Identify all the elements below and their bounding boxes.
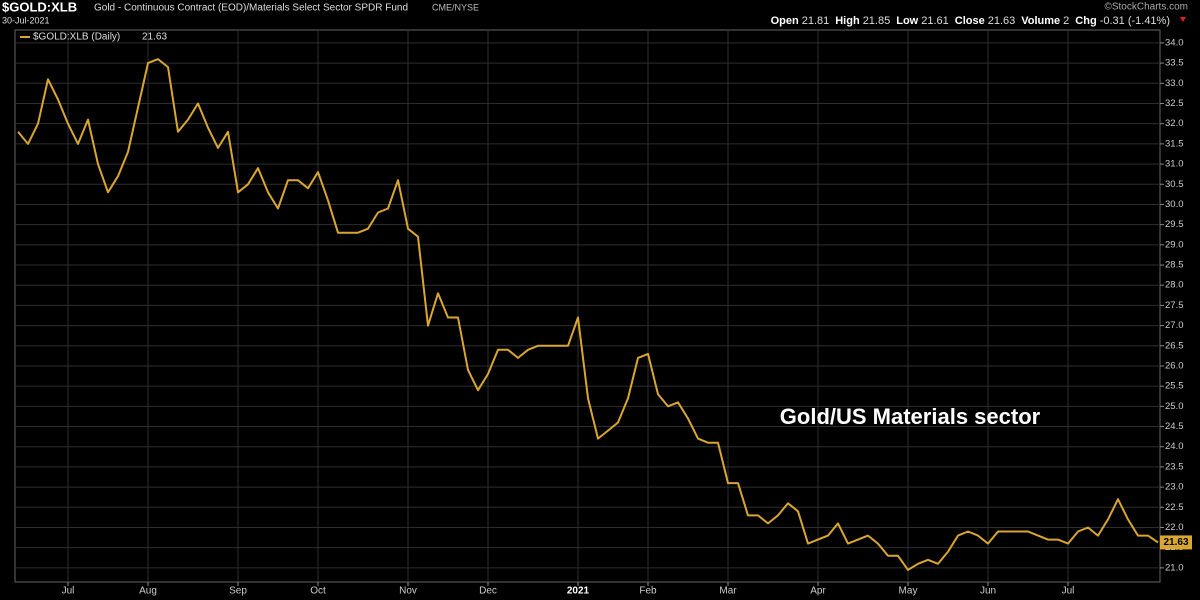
y-tick-label: 26.5	[1165, 340, 1184, 351]
y-tick-label: 28.5	[1165, 260, 1184, 271]
legend-value: 21.63	[142, 32, 167, 43]
quote-label: High	[835, 15, 860, 27]
y-tick-label: 33.5	[1165, 58, 1184, 69]
x-tick-label: Feb	[639, 586, 657, 597]
credit: ©StockCharts.com	[1104, 2, 1188, 13]
y-tick-label: 32.0	[1165, 118, 1184, 129]
x-tick-label: Dec	[479, 586, 497, 597]
y-tick-label: 28.0	[1165, 280, 1184, 291]
exchange: CME/NYSE	[432, 2, 479, 12]
y-tick-label: 26.0	[1165, 360, 1184, 371]
y-tick-label: 31.0	[1165, 159, 1184, 170]
y-tick-label: 24.0	[1165, 441, 1184, 452]
x-tick-label: Nov	[399, 586, 417, 597]
annotation: Gold/US Materials sector	[780, 404, 1041, 429]
legend-label: $GOLD:XLB (Daily)	[33, 32, 120, 43]
x-tick-label: Aug	[139, 586, 157, 597]
x-tick-label: Mar	[719, 586, 737, 597]
y-tick-label: 21.0	[1165, 562, 1184, 573]
description: Gold - Continuous Contract (EOD)/Materia…	[94, 3, 408, 14]
quote-label: Close	[955, 15, 985, 27]
y-tick-label: 31.5	[1165, 138, 1184, 149]
y-tick-label: 30.5	[1165, 179, 1184, 190]
x-tick-label: Jul	[1062, 586, 1075, 597]
y-tick-label: 30.0	[1165, 199, 1184, 210]
y-tick-label: 34.0	[1165, 37, 1184, 48]
y-tick-label: 33.0	[1165, 78, 1184, 89]
y-tick-label: 29.5	[1165, 219, 1184, 230]
x-tick-label: Apr	[810, 586, 826, 597]
date: 30-Jul-2021	[2, 15, 50, 25]
y-tick-label: 27.0	[1165, 320, 1184, 331]
x-tick-label: Oct	[310, 586, 326, 597]
y-tick-label: 29.0	[1165, 239, 1184, 250]
x-tick-label: May	[899, 586, 918, 597]
x-tick-label: 2021	[567, 586, 590, 597]
y-tick-label: 22.0	[1165, 522, 1184, 533]
y-tick-label: 23.5	[1165, 461, 1184, 472]
down-arrow	[1180, 17, 1186, 22]
quote-label: Volume	[1021, 15, 1060, 27]
quote-value: 21.85	[863, 15, 891, 27]
quote-label: Low	[896, 15, 918, 27]
y-tick-label: 22.5	[1165, 502, 1184, 513]
plot-frame	[14, 29, 1161, 583]
y-tick-label: 25.5	[1165, 381, 1184, 392]
quote-label: Chg	[1075, 15, 1096, 27]
price-line	[17, 58, 1159, 571]
last-value-box	[1160, 535, 1192, 550]
y-tick-label: 32.5	[1165, 98, 1184, 109]
quote-value: 21.81	[802, 15, 830, 27]
quote-bar: Open 21.81 High 21.85 Low 21.61 Close 21.63 Volu…	[771, 15, 1170, 27]
quote-value: 2	[1063, 15, 1069, 27]
y-tick-label: 27.5	[1165, 300, 1184, 311]
quote-value: -0.31 (-1.41%)	[1100, 15, 1170, 27]
quote-value: 21.63	[988, 15, 1016, 27]
y-tick-label: 24.5	[1165, 421, 1184, 432]
last-value-label: 21.63	[1163, 537, 1188, 548]
y-tick-label: 25.0	[1165, 401, 1184, 412]
x-tick-label: Jun	[980, 586, 996, 597]
quote-value: 21.61	[921, 15, 949, 27]
symbol: $GOLD:XLB	[2, 0, 77, 14]
x-tick-label: Sep	[229, 586, 247, 597]
grid: 21.021.522.022.523.023.524.024.525.025.5…	[15, 30, 1184, 597]
quote-label: Open	[771, 15, 799, 27]
x-tick-label: Jul	[62, 586, 75, 597]
y-tick-label: 23.0	[1165, 482, 1184, 493]
plot: 21.63	[17, 58, 1192, 571]
